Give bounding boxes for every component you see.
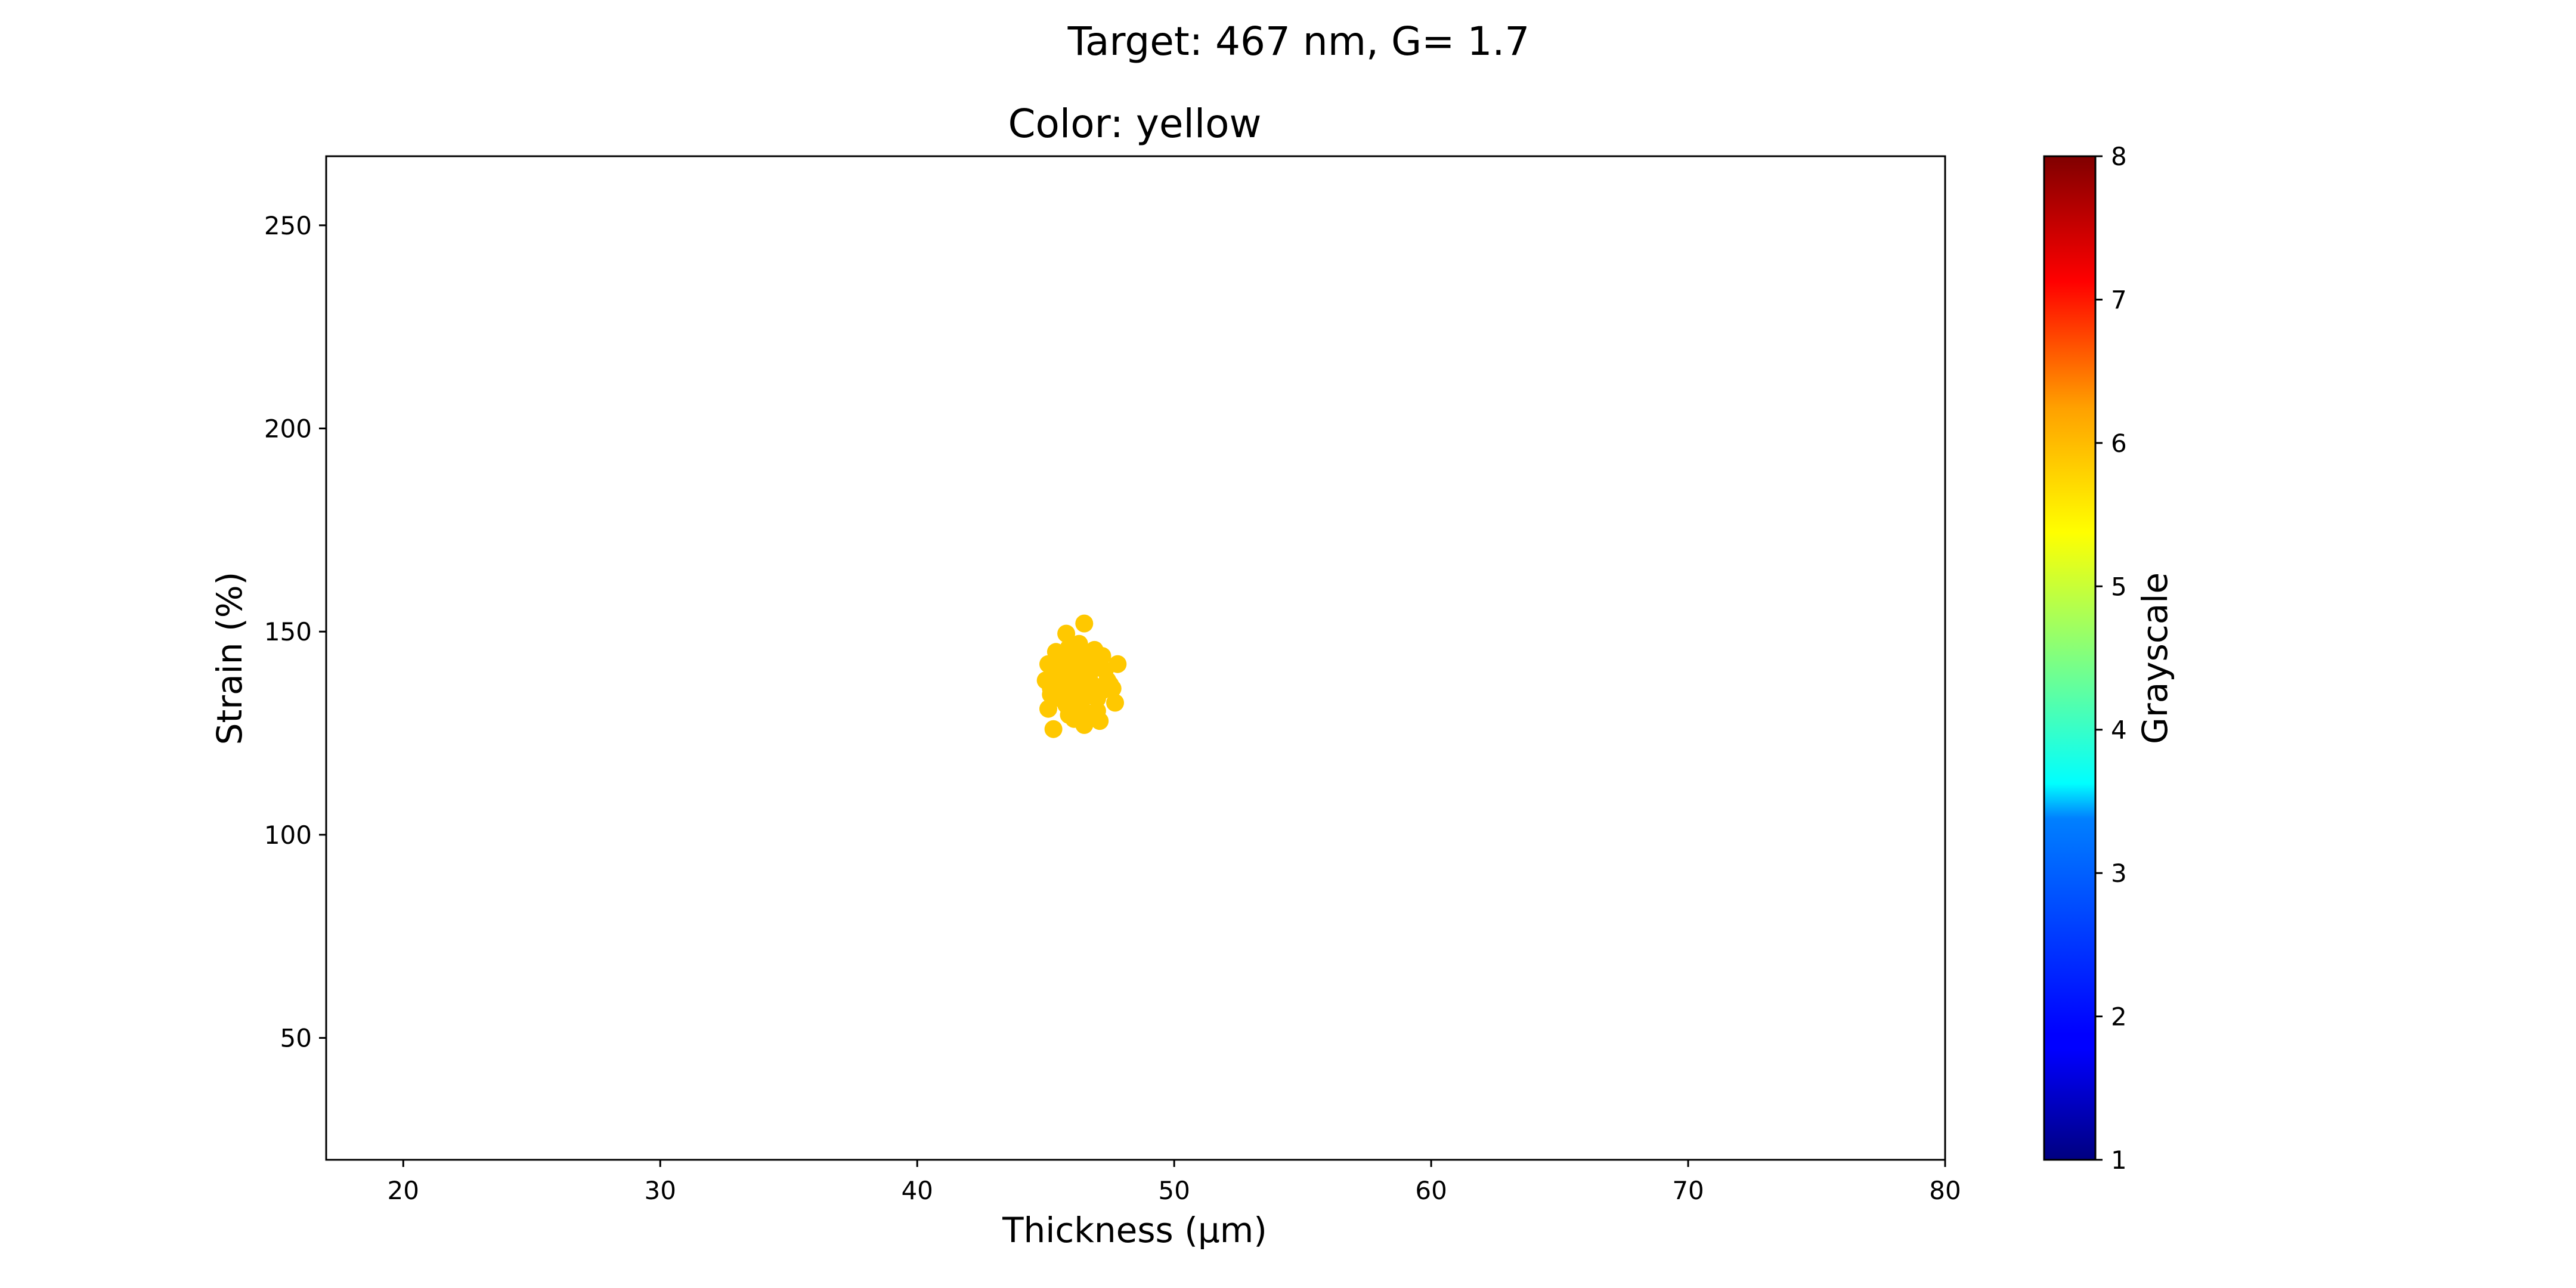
scatter-point [1039, 699, 1057, 718]
scatter-point [1093, 682, 1111, 699]
y-axis-ticks: 50 100 150 200 250 [264, 211, 326, 1053]
colorbar-tick-label: 6 [2111, 429, 2127, 458]
y-tick-label: 150 [264, 617, 312, 646]
scatter-point [1088, 702, 1106, 720]
colorbar-tick-label: 4 [2111, 716, 2127, 745]
scatter-point [1083, 653, 1101, 671]
scatter-point [1106, 693, 1124, 712]
scatter-point [1062, 661, 1080, 679]
y-tick-label: 50 [280, 1024, 312, 1053]
colorbar [2043, 155, 2097, 1161]
colorbar-tick-label: 1 [2111, 1145, 2127, 1175]
x-axis-ticks: 20 30 40 50 60 70 80 [388, 1160, 1961, 1205]
x-tick-label: 60 [1415, 1176, 1447, 1205]
colorbar-tick-label: 3 [2111, 859, 2127, 888]
scatter-points [1036, 614, 1127, 738]
x-tick-label: 40 [901, 1176, 933, 1205]
scatter-point [1095, 661, 1114, 679]
colorbar-tick-label: 2 [2111, 1002, 2127, 1032]
colorbar-label: Grayscale [2135, 572, 2175, 744]
colorbar-tick-label: 5 [2111, 572, 2127, 601]
y-axis-label: Strain (%) [209, 572, 250, 745]
x-tick-label: 50 [1158, 1176, 1190, 1205]
y-tick-label: 250 [264, 211, 312, 240]
x-tick-label: 20 [388, 1176, 419, 1205]
scatter-point [1075, 614, 1094, 633]
colorbar-tick-label: 8 [2111, 142, 2127, 171]
scatter-point [1057, 624, 1076, 643]
colorbar-tick-label: 7 [2111, 285, 2127, 314]
x-tick-label: 30 [645, 1176, 676, 1205]
chart-title: Color: yellow [1008, 101, 1261, 147]
scatter-point [1078, 683, 1096, 702]
x-tick-label: 80 [1929, 1176, 1961, 1205]
figure-suptitle: Target: 467 nm, G= 1.7 [1067, 18, 1530, 64]
scatter-point [1049, 649, 1068, 667]
x-tick-label: 70 [1672, 1176, 1704, 1205]
y-tick-label: 100 [264, 821, 312, 850]
plot-area [325, 155, 1946, 1161]
y-tick-label: 200 [264, 414, 312, 444]
scatter-point [1042, 679, 1060, 698]
scatter-point [1044, 720, 1063, 738]
x-axis-label: Thickness (μm) [1002, 1210, 1267, 1250]
scatter-point [1065, 710, 1083, 728]
colorbar-ticks: 1 2 3 4 5 6 7 8 [2095, 142, 2127, 1175]
